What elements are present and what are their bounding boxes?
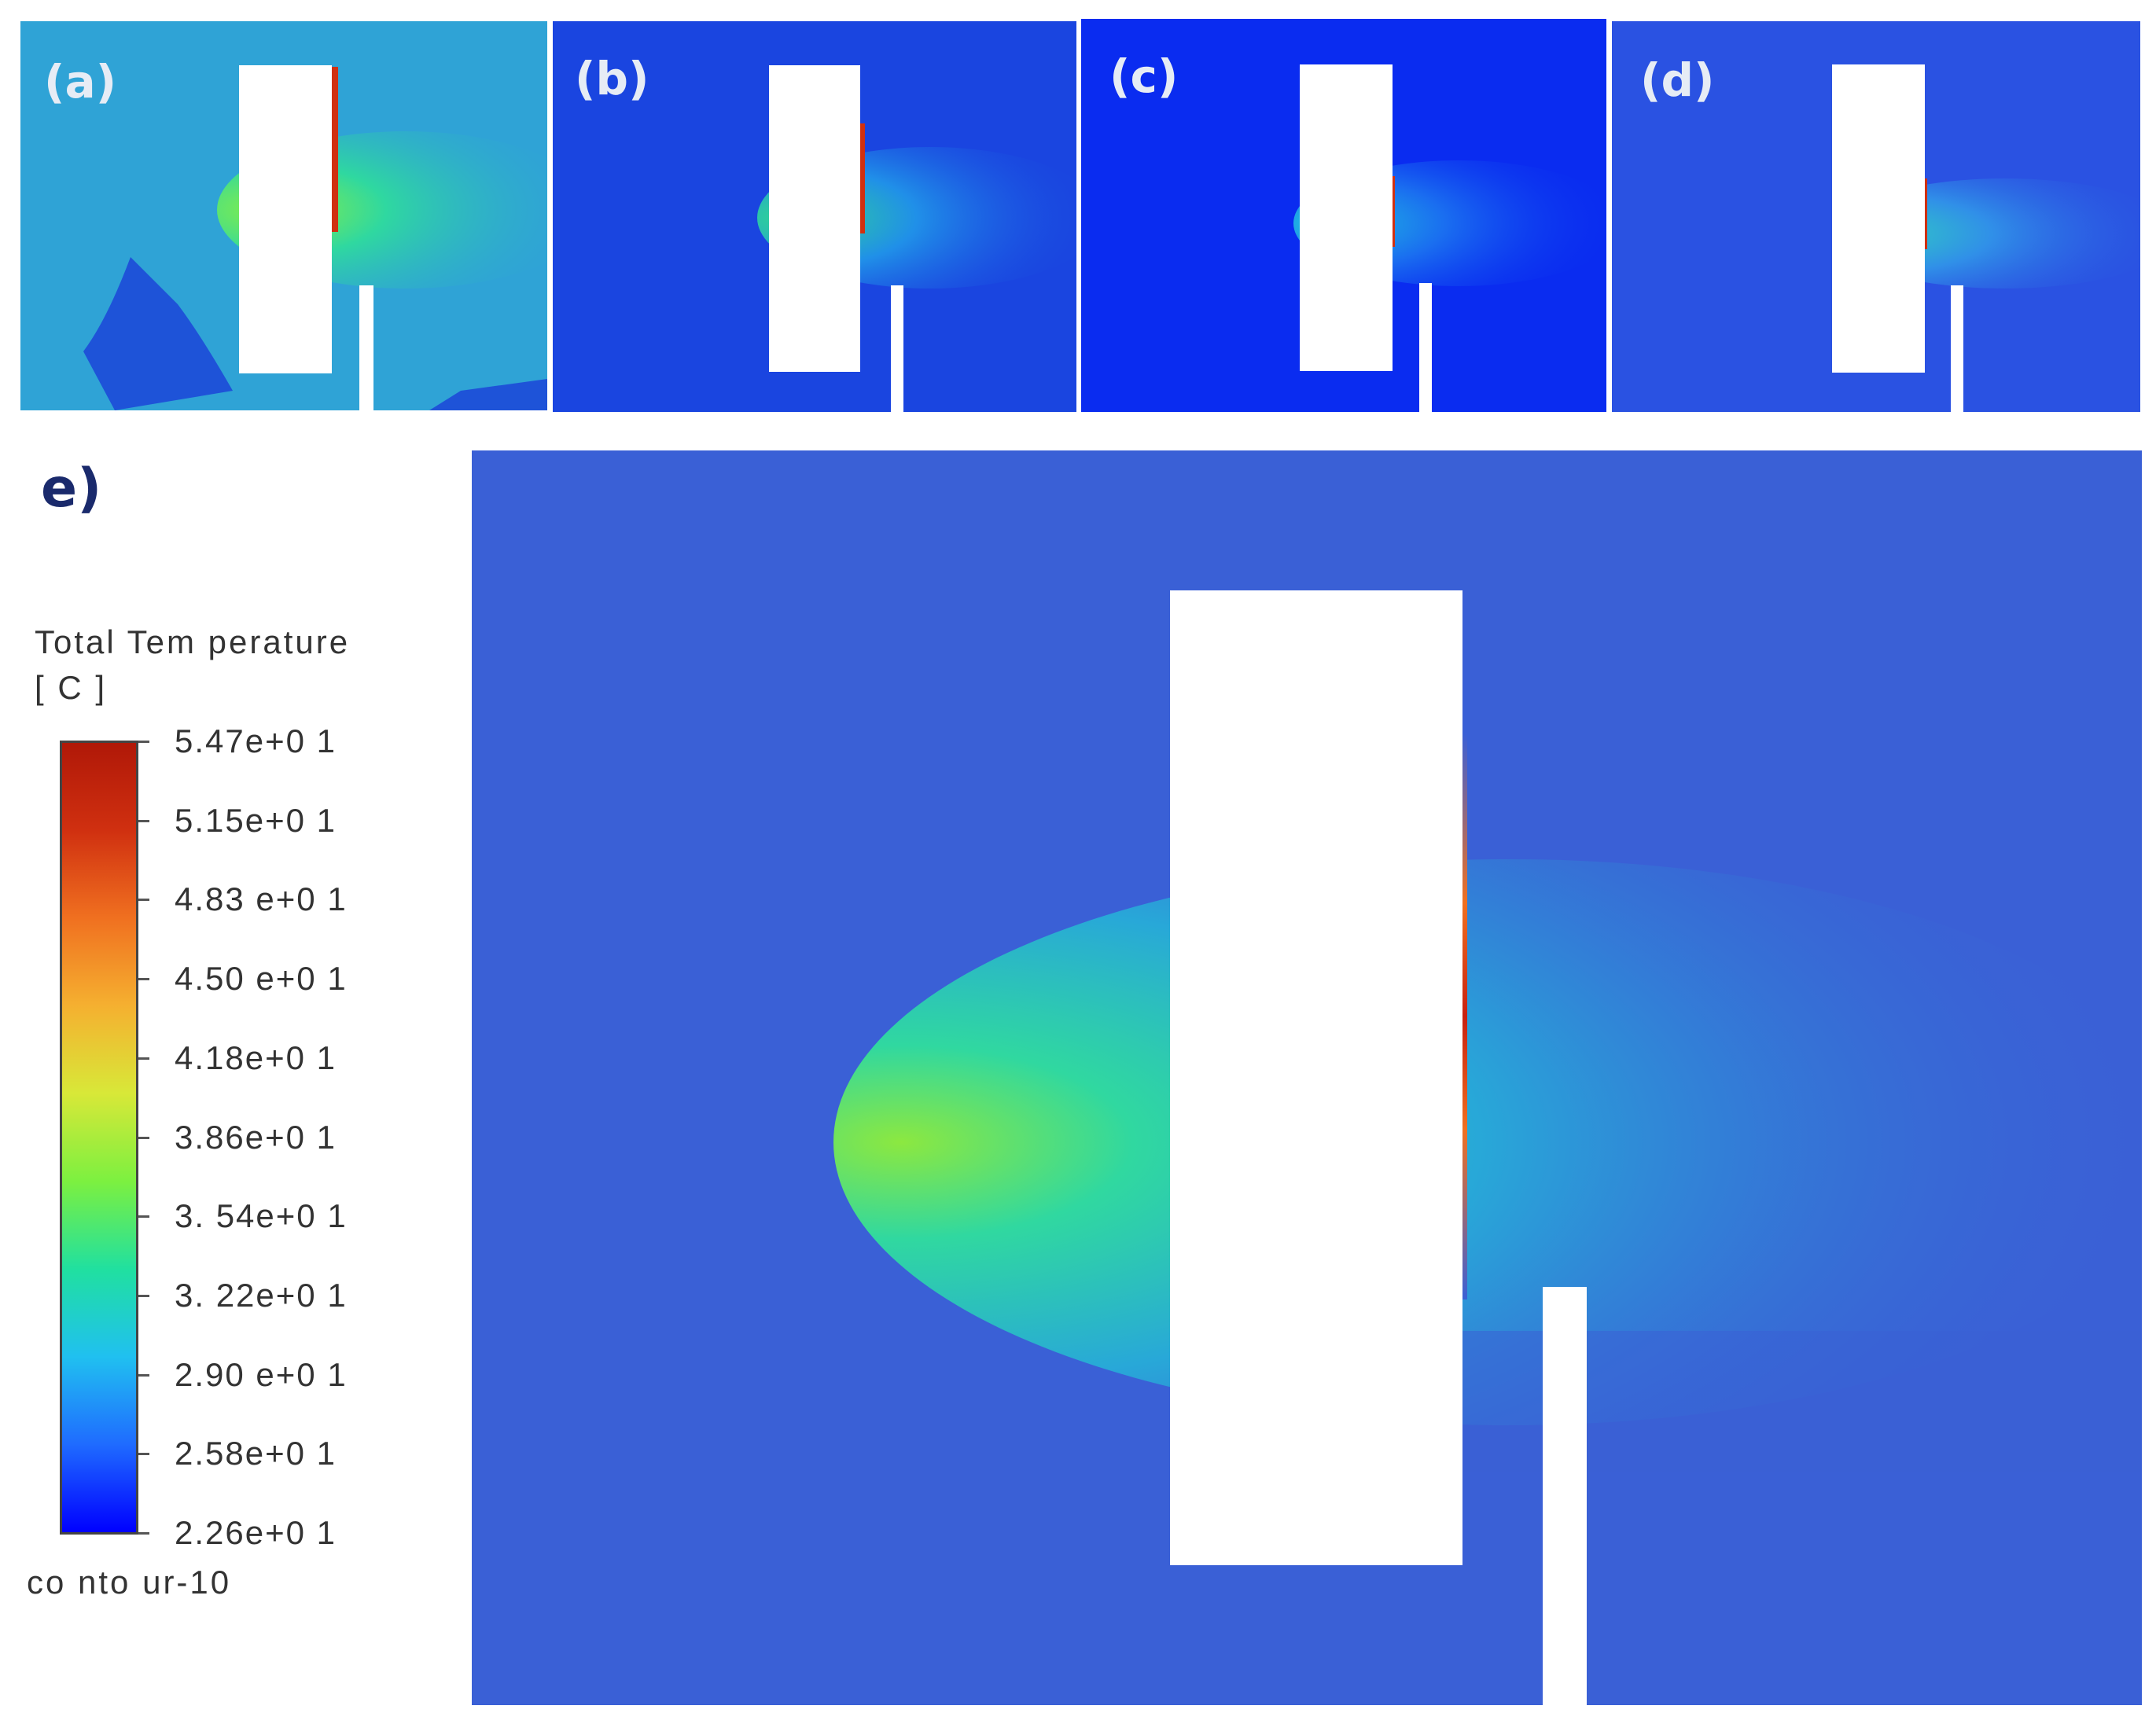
fin — [1419, 283, 1432, 412]
colorbar-tick-label: 2.58e+0 1 — [175, 1435, 337, 1472]
colorbar-tick — [138, 1136, 149, 1139]
colorbar-tick-label: 5.47e+0 1 — [175, 722, 337, 759]
colorbar-tick — [138, 1453, 149, 1456]
colorbar-tick-label: 4.50 e+0 1 — [175, 960, 348, 998]
legend-footer: co nto ur-10 — [27, 1564, 232, 1601]
panel-e-label: e) — [41, 458, 102, 520]
legend-title-line1: Total Tem perature — [35, 623, 351, 660]
colorbar-tick — [138, 819, 149, 822]
fin — [1543, 1287, 1587, 1705]
colorbar-tick — [138, 1215, 149, 1219]
heated-block — [239, 65, 332, 373]
colorbar-tick-label: 3. 22e+0 1 — [175, 1276, 348, 1314]
panel-b: (b) — [553, 21, 1076, 412]
panel-e — [472, 450, 2142, 1705]
panel-b-contour — [553, 21, 1076, 412]
heated-block — [769, 65, 860, 372]
colorbar-tick — [138, 741, 149, 743]
colorbar-tick — [138, 1057, 149, 1060]
panel-d: (d) — [1612, 21, 2140, 412]
panel-a-contour — [20, 21, 547, 410]
colorbar-tick-label: 2.90 e+0 1 — [175, 1355, 348, 1393]
panel-a-label: (a) — [44, 55, 117, 108]
fin — [891, 285, 903, 412]
panel-d-contour — [1612, 21, 2140, 412]
colorbar-tick — [138, 1294, 149, 1297]
fin — [359, 285, 373, 410]
colorbar-tick — [138, 899, 149, 902]
heated-block — [1300, 64, 1393, 371]
colorbar-tick-label: 3.86e+0 1 — [175, 1118, 337, 1156]
panel-c-label: (c) — [1109, 50, 1179, 103]
colorbar-tick-label: 5.15e+0 1 — [175, 801, 337, 839]
heated-block — [1170, 590, 1462, 1565]
legend-title-line2: [ C ] — [35, 669, 108, 706]
fin — [1951, 285, 1963, 412]
colorbar-tick — [138, 1373, 149, 1377]
panel-a: (a) — [20, 21, 547, 410]
colorbar-tick — [138, 1532, 149, 1535]
colorbar-tick-label: 4.83 e+0 1 — [175, 880, 348, 918]
legend-title: Total Tem perature [ C ] — [35, 619, 350, 711]
colorbar-tick-label: 3. 54e+0 1 — [175, 1197, 348, 1235]
colorbar-tick — [138, 978, 149, 981]
heated-block — [1832, 64, 1925, 373]
colorbar-tick-label: 4.18e+0 1 — [175, 1038, 337, 1076]
panel-e-contour — [472, 450, 2142, 1705]
colorbar-tick-label: 2.26e+0 1 — [175, 1514, 337, 1551]
panel-c: (c) — [1081, 19, 1606, 412]
panel-b-label: (b) — [575, 52, 649, 105]
panel-d-label: (d) — [1640, 53, 1715, 107]
panel-c-contour — [1081, 19, 1606, 412]
colorbar — [60, 741, 138, 1535]
